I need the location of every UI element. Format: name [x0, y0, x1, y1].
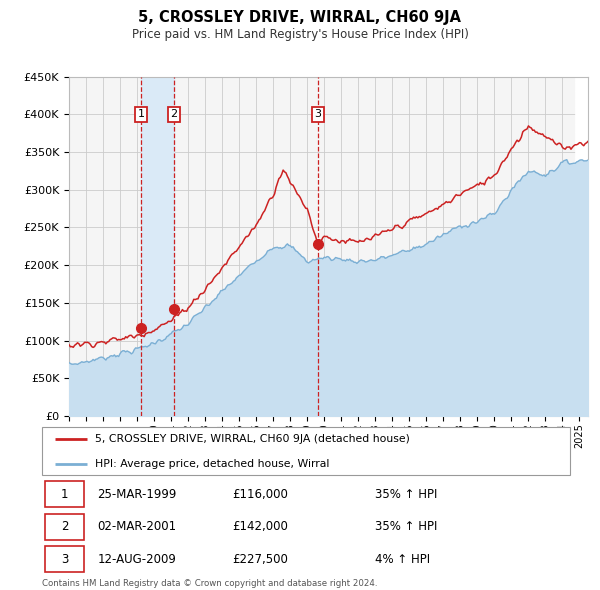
Text: 1: 1	[137, 109, 145, 119]
Text: Price paid vs. HM Land Registry's House Price Index (HPI): Price paid vs. HM Land Registry's House …	[131, 28, 469, 41]
Text: 4% ↑ HPI: 4% ↑ HPI	[374, 552, 430, 566]
Text: 3: 3	[314, 109, 321, 119]
Text: HPI: Average price, detached house, Wirral: HPI: Average price, detached house, Wirr…	[95, 459, 329, 469]
Text: 5, CROSSLEY DRIVE, WIRRAL, CH60 9JA: 5, CROSSLEY DRIVE, WIRRAL, CH60 9JA	[139, 10, 461, 25]
Text: 35% ↑ HPI: 35% ↑ HPI	[374, 520, 437, 533]
Text: £116,000: £116,000	[232, 487, 288, 501]
Text: £227,500: £227,500	[232, 552, 288, 566]
Text: 2: 2	[170, 109, 178, 119]
FancyBboxPatch shape	[44, 513, 84, 539]
Text: 25-MAR-1999: 25-MAR-1999	[97, 487, 177, 501]
Text: 1: 1	[61, 487, 68, 501]
Text: 35% ↑ HPI: 35% ↑ HPI	[374, 487, 437, 501]
Text: 5, CROSSLEY DRIVE, WIRRAL, CH60 9JA (detached house): 5, CROSSLEY DRIVE, WIRRAL, CH60 9JA (det…	[95, 434, 410, 444]
Text: 2: 2	[61, 520, 68, 533]
Text: 3: 3	[61, 552, 68, 566]
Text: 02-MAR-2001: 02-MAR-2001	[97, 520, 176, 533]
Text: 12-AUG-2009: 12-AUG-2009	[97, 552, 176, 566]
Text: £142,000: £142,000	[232, 520, 288, 533]
FancyBboxPatch shape	[42, 427, 570, 475]
FancyBboxPatch shape	[44, 481, 84, 507]
Text: Contains HM Land Registry data © Crown copyright and database right 2024.
This d: Contains HM Land Registry data © Crown c…	[42, 579, 377, 590]
Bar	[141, 77, 174, 416]
FancyBboxPatch shape	[44, 546, 84, 572]
Bar	[575, 77, 588, 416]
